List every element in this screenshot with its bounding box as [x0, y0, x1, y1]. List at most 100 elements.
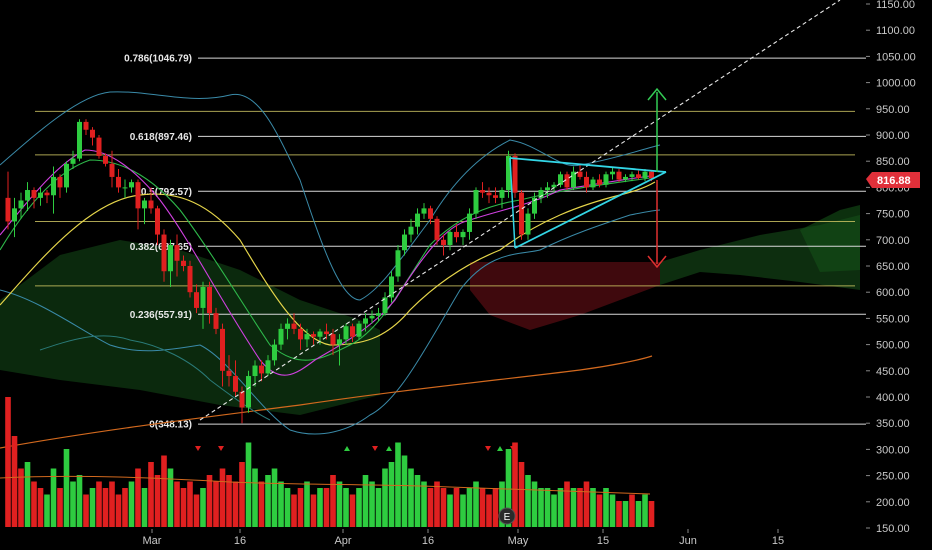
bollinger-lower [0, 209, 661, 435]
volume-bar [44, 494, 50, 527]
price-axis[interactable]: 1150.00 1100.00 1050.00 1000.00 950.00 900.00… [866, 0, 916, 535]
candle-up [77, 121, 82, 159]
volume-bar [226, 475, 232, 527]
candle-up [369, 315, 375, 319]
volume-bar [512, 442, 518, 527]
volume-bar [102, 488, 109, 527]
signal-arrow-down [195, 446, 201, 451]
volume-bar [174, 481, 180, 527]
candle-down [207, 286, 212, 314]
candle-up [499, 190, 505, 198]
candle-up [571, 171, 576, 188]
volume-bar [343, 488, 349, 527]
volume-bar [473, 481, 479, 527]
candle-down [564, 174, 570, 188]
volume-bar [525, 475, 531, 527]
price-axis-background [866, 0, 932, 550]
volume-bar [89, 488, 96, 527]
candle-down [148, 200, 154, 209]
volume-bar [18, 468, 24, 527]
price-tick-label: 850.00 [876, 156, 910, 168]
signal-arrows [195, 446, 516, 451]
candle-up [356, 323, 362, 337]
time-tick-label: Jun [679, 535, 697, 547]
volume-bar [460, 494, 466, 527]
candle-up [12, 208, 17, 222]
candle-down [161, 234, 167, 272]
volume-bar [148, 462, 154, 527]
volume-bar [551, 494, 557, 527]
candle-down [330, 334, 336, 345]
volume-bar [31, 481, 37, 527]
volume-bar [37, 488, 44, 527]
volume-bar [395, 442, 401, 527]
volume-bar [284, 488, 291, 527]
triangle-left-edge [509, 157, 516, 249]
price-tick-label: 150.00 [876, 523, 910, 535]
volume-bar [297, 488, 304, 527]
time-tick-label: 16 [422, 535, 434, 547]
price-tick-label: 500.00 [876, 340, 910, 352]
candle-down [636, 174, 641, 178]
candle-up [337, 339, 342, 345]
candle-down [441, 239, 446, 246]
candle-up [285, 323, 290, 329]
volume-bar [271, 468, 278, 527]
volume-bar [427, 488, 434, 527]
volume-bar [356, 488, 362, 527]
candle-up [317, 331, 323, 337]
candle-down [44, 192, 50, 196]
target-down-arrowhead [647, 255, 667, 269]
current-price-badge: 816.88 [866, 172, 920, 188]
candle-up [558, 174, 563, 185]
ma-slow-orange [0, 355, 653, 449]
volume-bar [70, 481, 76, 527]
candle-up [545, 187, 550, 191]
candle-up [538, 190, 544, 198]
volume-bar [167, 468, 174, 527]
volume-bar [564, 481, 570, 527]
volume-bar [505, 449, 512, 527]
candle-up [343, 326, 349, 340]
price-tick-label: 650.00 [876, 261, 910, 273]
earnings-marker[interactable]: E [498, 507, 516, 525]
candle-up [642, 171, 648, 178]
volume-bar [447, 494, 453, 527]
candle-down [649, 171, 654, 179]
volume-bar [486, 494, 492, 527]
volume-bar [596, 494, 603, 527]
volume-bar [252, 468, 258, 527]
candle-down [428, 208, 433, 219]
candle-up [25, 190, 30, 201]
volume-bar [219, 468, 226, 527]
volume-bar [492, 488, 499, 527]
candle-up [506, 155, 511, 191]
volume-bar [518, 462, 525, 527]
candle-up [142, 200, 147, 209]
candle-up [610, 171, 615, 175]
candlesticks [5, 119, 654, 424]
price-tick-label: 450.00 [876, 366, 910, 378]
signal-arrow-down [372, 446, 378, 451]
candle-up [421, 208, 427, 214]
candle-up [168, 245, 173, 272]
price-tick-label: 350.00 [876, 418, 910, 430]
volume-bar [453, 488, 460, 527]
volume-bar [544, 488, 551, 527]
candle-down [213, 313, 219, 329]
candle-down [226, 370, 232, 377]
candle-up [265, 360, 271, 374]
time-axis[interactable]: Mar 16 Apr 16 May 15 Jun 15 [143, 529, 785, 547]
candle-down [350, 326, 355, 337]
candle-up [246, 376, 251, 408]
price-tick-label: 550.00 [876, 313, 910, 325]
candle-down [519, 192, 524, 235]
candle-down [5, 197, 11, 222]
volume-bar [291, 494, 297, 527]
candle-down [486, 192, 492, 196]
volume-bar [622, 501, 629, 527]
price-tick-label: 900.00 [876, 130, 910, 142]
candle-down [135, 182, 141, 209]
volume-bar [648, 501, 655, 527]
